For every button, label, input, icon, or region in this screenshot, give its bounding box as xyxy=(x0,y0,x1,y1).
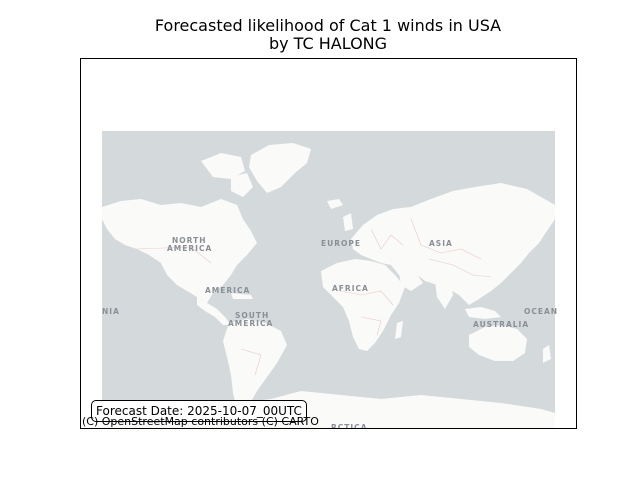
world-map[interactable]: NORTH AMERICA AMERICA SOUTH AMERICA EURO… xyxy=(81,59,576,428)
uk xyxy=(343,213,353,231)
se-asia-islands xyxy=(465,307,501,319)
label-north-america-1: NORTH xyxy=(172,236,206,245)
label-europe: EUROPE xyxy=(321,239,361,248)
label-oceania-right: OCEAN xyxy=(524,307,558,316)
chart-subtitle: by TC HALONG xyxy=(268,34,388,53)
label-australia: AUSTRALIA xyxy=(473,320,529,329)
south-america xyxy=(223,319,287,415)
greenland xyxy=(249,143,311,193)
iceland xyxy=(327,199,343,209)
label-south-america-1: SOUTH xyxy=(235,311,269,320)
australia xyxy=(469,325,527,361)
central-america xyxy=(197,297,231,325)
label-north-america-2: AMERICA xyxy=(167,244,212,253)
label-africa: AFRICA xyxy=(332,284,369,293)
caribbean xyxy=(231,293,253,299)
label-asia: ASIA xyxy=(429,239,453,248)
arabia xyxy=(399,271,423,291)
baffin-island xyxy=(231,173,253,197)
africa xyxy=(321,259,405,351)
north-america xyxy=(102,199,257,303)
japan xyxy=(499,249,511,271)
map-frame: NORTH AMERICA AMERICA SOUTH AMERICA EURO… xyxy=(80,58,577,429)
country-borders xyxy=(136,218,492,376)
label-america: AMERICA xyxy=(205,286,250,295)
arctic-islands-west xyxy=(201,153,245,179)
label-antarctica: RCTICA xyxy=(331,423,368,428)
map-attribution: (C) OpenStreetMap contributors (C) CARTO xyxy=(82,415,319,428)
madagascar xyxy=(395,321,403,339)
forecast-date-box: Forecast Date: 2025-10-07_00UTC xyxy=(91,400,307,422)
label-south-america-2: AMERICA xyxy=(228,319,273,328)
label-oceania-left: NIA xyxy=(102,307,120,316)
india xyxy=(435,281,453,309)
new-zealand xyxy=(543,345,551,363)
chart-title: Forecasted likelihood of Cat 1 winds in … xyxy=(154,16,502,35)
